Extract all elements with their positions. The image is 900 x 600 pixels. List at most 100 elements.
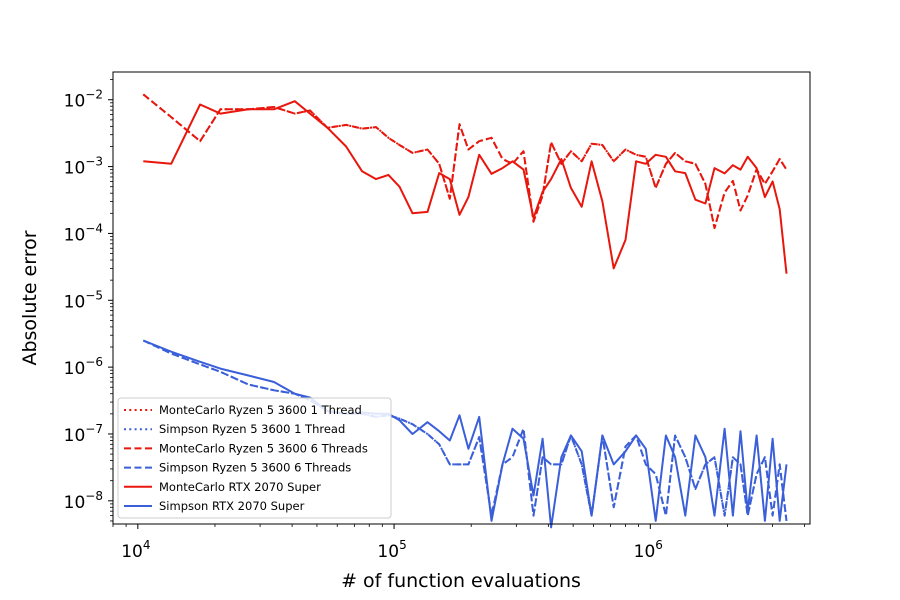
data-point xyxy=(142,160,144,162)
data-point xyxy=(458,463,460,465)
legend-label: Simpson Ryzen 5 3600 6 Threads xyxy=(159,461,351,475)
data-point xyxy=(694,488,696,490)
data-point xyxy=(713,456,715,458)
data-point xyxy=(645,163,647,165)
data-point xyxy=(411,423,413,425)
data-point xyxy=(755,167,757,169)
data-point xyxy=(739,168,741,170)
series-3 xyxy=(142,93,788,230)
data-point xyxy=(449,178,451,180)
data-point xyxy=(449,198,451,200)
data-point xyxy=(426,148,428,150)
data-point xyxy=(326,127,328,129)
y-tick-label: 10−7 xyxy=(64,422,103,446)
data-point xyxy=(590,143,592,145)
data-point xyxy=(723,191,725,193)
data-point xyxy=(674,152,676,154)
data-point xyxy=(570,187,572,189)
data-point xyxy=(645,156,647,158)
data-point xyxy=(779,158,781,160)
data-point xyxy=(704,456,706,458)
data-point xyxy=(613,463,615,465)
data-point xyxy=(635,434,637,436)
data-point xyxy=(694,434,696,436)
series-2 xyxy=(142,339,788,522)
data-point xyxy=(375,126,377,128)
legend-label: MonteCarlo Ryzen 5 3600 6 Threads xyxy=(159,441,368,455)
data-point xyxy=(478,416,480,418)
data-point xyxy=(684,514,686,516)
data-point xyxy=(478,436,480,438)
y-tick-label: 10−6 xyxy=(64,355,103,379)
data-point xyxy=(674,434,676,436)
data-point xyxy=(590,514,592,516)
data-point xyxy=(739,209,741,211)
data-point xyxy=(532,217,534,219)
data-point xyxy=(511,160,513,162)
data-point xyxy=(665,156,667,158)
data-point xyxy=(247,108,249,110)
data-point xyxy=(613,506,615,508)
data-point xyxy=(550,463,552,465)
data-point xyxy=(570,150,572,152)
data-point xyxy=(747,514,749,516)
y-tick-label: 10−4 xyxy=(64,221,103,245)
data-point xyxy=(779,208,781,210)
data-point xyxy=(560,456,562,458)
x-tick-label: 104 xyxy=(121,538,150,562)
y-axis-label: Absolute error xyxy=(19,230,41,365)
data-point xyxy=(361,127,363,129)
data-point xyxy=(694,199,696,201)
data-point xyxy=(458,414,460,416)
data-point xyxy=(601,434,603,436)
data-point xyxy=(199,361,201,363)
legend-entry: Simpson Ryzen 5 3600 1 Thread xyxy=(124,422,345,436)
data-point xyxy=(732,180,734,182)
data-point xyxy=(142,339,144,341)
data-point xyxy=(684,172,686,174)
data-point xyxy=(273,108,275,110)
data-point xyxy=(170,163,172,165)
data-point xyxy=(294,112,296,114)
data-point xyxy=(411,433,413,435)
data-point xyxy=(294,100,296,102)
data-point xyxy=(426,211,428,213)
data-point xyxy=(438,172,440,174)
data-point xyxy=(779,463,781,465)
data-point xyxy=(704,202,706,204)
legend-label: MonteCarlo RTX 2070 Super xyxy=(159,480,321,494)
data-point xyxy=(511,456,513,458)
data-point xyxy=(501,158,503,160)
data-point xyxy=(713,167,715,169)
data-point xyxy=(613,160,615,162)
data-point xyxy=(645,448,647,450)
data-point xyxy=(550,141,552,143)
data-point xyxy=(273,389,275,391)
data-point xyxy=(511,428,513,430)
legend-label: Simpson Ryzen 5 3600 1 Thread xyxy=(159,422,345,436)
data-point xyxy=(199,363,201,365)
data-point xyxy=(458,123,460,125)
legend-frame xyxy=(117,397,392,519)
data-point xyxy=(273,106,275,108)
data-point xyxy=(771,514,773,516)
x-tick-label: 105 xyxy=(377,538,406,562)
data-point xyxy=(665,434,667,436)
data-point xyxy=(785,520,787,522)
data-point xyxy=(601,200,603,202)
data-point xyxy=(449,463,451,465)
data-point xyxy=(490,137,492,139)
legend-entry: MonteCarlo Ryzen 5 3600 6 Threads xyxy=(124,441,368,455)
data-point xyxy=(581,206,583,208)
legend-label: MonteCarlo Ryzen 5 3600 1 Thread xyxy=(159,403,362,417)
data-point xyxy=(732,456,734,458)
data-point xyxy=(684,456,686,458)
data-point xyxy=(785,168,787,170)
data-point xyxy=(747,194,749,196)
data-point xyxy=(199,103,201,105)
data-point xyxy=(704,183,706,185)
data-point xyxy=(779,520,781,522)
data-point xyxy=(713,227,715,229)
data-point xyxy=(771,438,773,440)
